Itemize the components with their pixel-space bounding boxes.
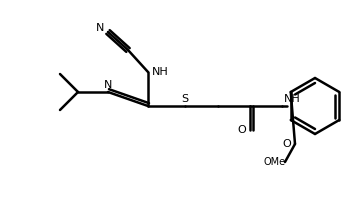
Text: NH: NH bbox=[284, 94, 301, 104]
Text: O: O bbox=[238, 125, 246, 135]
Text: N: N bbox=[96, 23, 104, 33]
Text: S: S bbox=[182, 94, 189, 104]
Text: N: N bbox=[104, 80, 112, 90]
Text: O: O bbox=[282, 139, 291, 149]
Text: OMe: OMe bbox=[264, 157, 286, 167]
Text: NH: NH bbox=[152, 67, 169, 77]
